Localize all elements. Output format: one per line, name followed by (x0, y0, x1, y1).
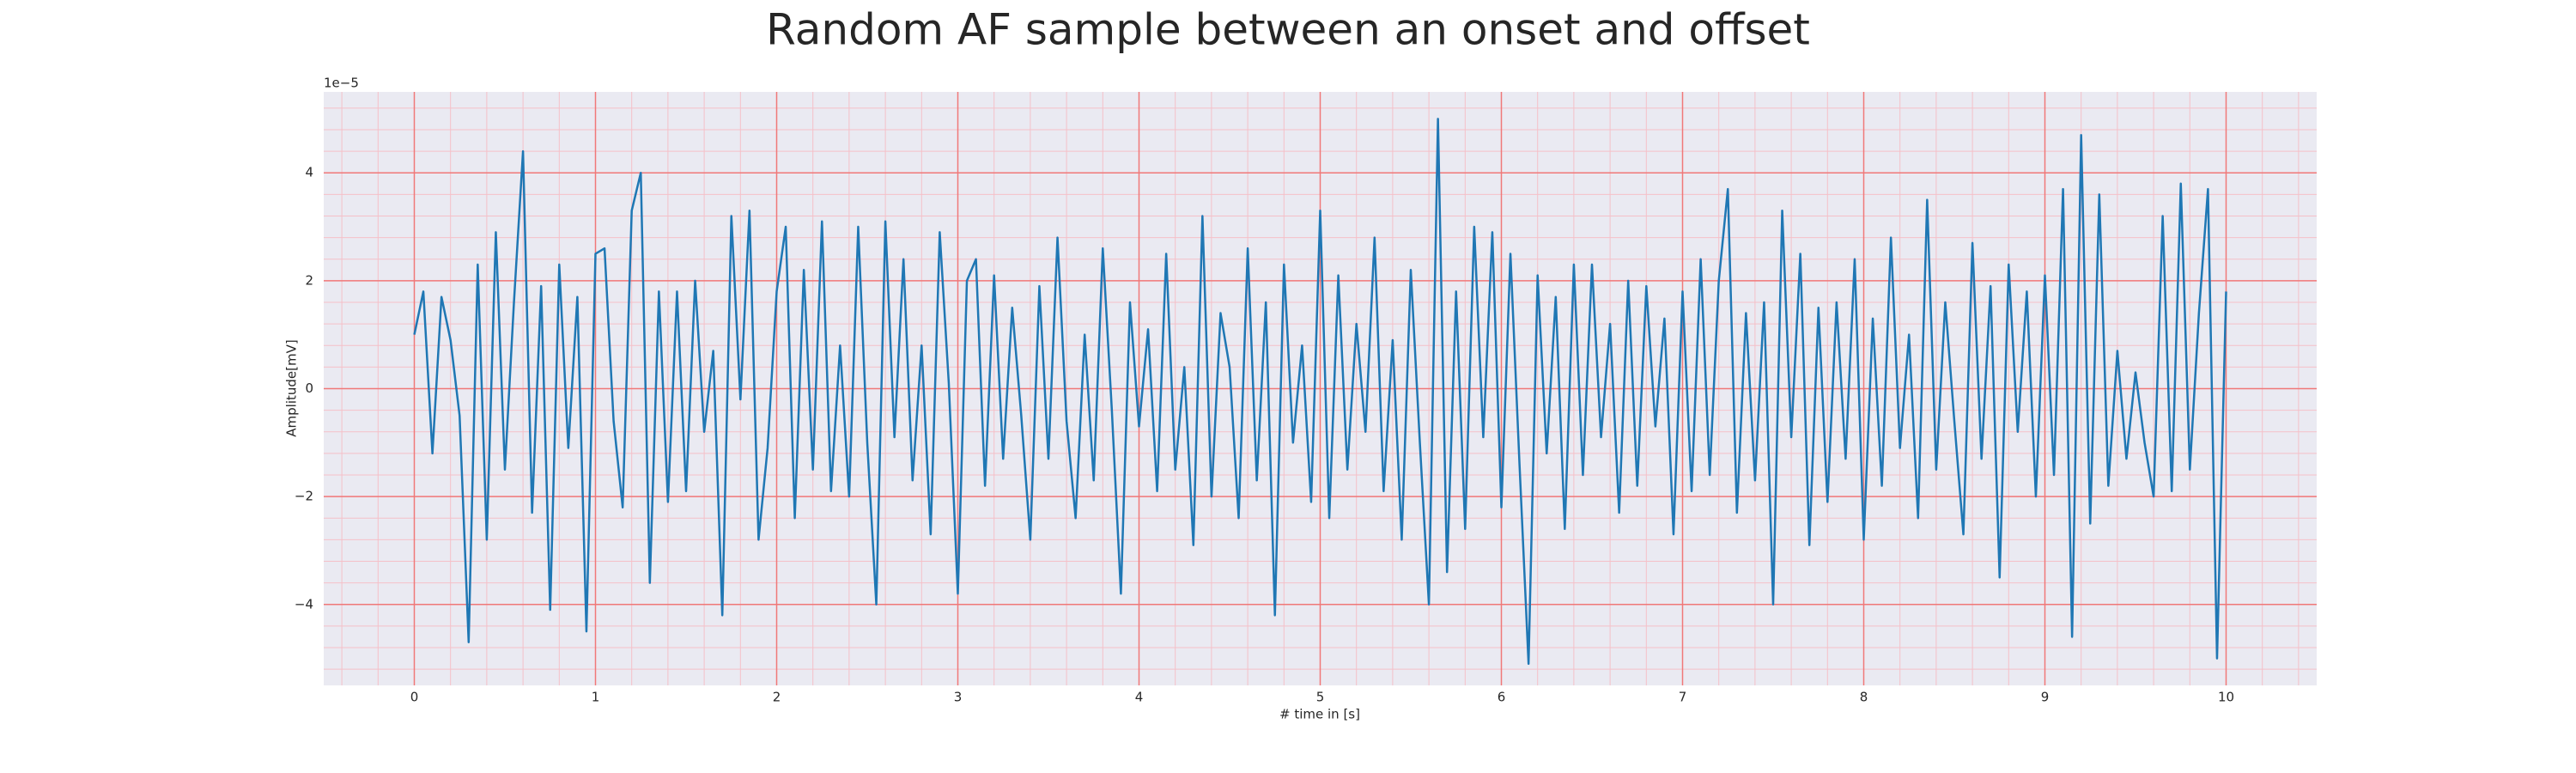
x-tick-label: 10 (2218, 690, 2234, 705)
x-tick-label: 6 (1498, 690, 1506, 705)
x-tick-label: 9 (2041, 690, 2050, 705)
x-tick-label: 0 (410, 690, 419, 705)
y-offset-text: 1e−5 (324, 76, 359, 91)
x-axis-label: # time in [s] (1279, 707, 1360, 722)
y-tick-label: 2 (305, 272, 313, 288)
x-tick-label: 2 (773, 690, 781, 705)
x-tick-label: 7 (1679, 690, 1687, 705)
x-tick-label: 3 (954, 690, 963, 705)
x-tick-label: 1 (592, 690, 600, 705)
x-tick-label: 5 (1316, 690, 1325, 705)
x-tick-label: 8 (1860, 690, 1868, 705)
y-tick-label: −4 (295, 596, 313, 612)
y-tick-label: 4 (305, 165, 313, 180)
x-tick-label: 4 (1135, 690, 1144, 705)
chart-title: Random AF sample between an onset and of… (766, 5, 1810, 55)
y-tick-label: 0 (305, 380, 313, 396)
data-line (413, 118, 2227, 666)
y-tick-label: −2 (295, 489, 313, 504)
y-axis-label: Amplitude[mV] (284, 339, 300, 436)
